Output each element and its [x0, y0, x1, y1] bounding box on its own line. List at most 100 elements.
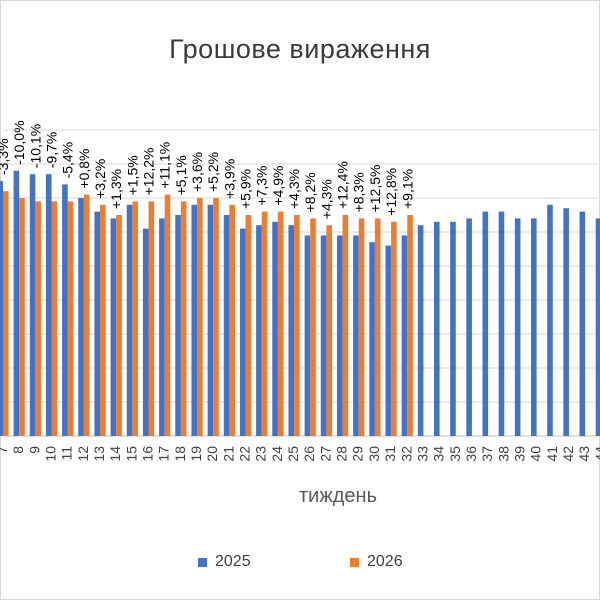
data-label-change: +0,8% [76, 149, 92, 189]
data-label-change: +9,1% [399, 169, 415, 209]
bar-2026-week-29 [358, 218, 365, 436]
legend-item-2026: 2026 [350, 553, 403, 571]
data-label-change: +12,4% [335, 161, 351, 209]
bar-2026-week-30 [374, 218, 381, 436]
bar-2026-week-9 [35, 201, 41, 436]
bar-2025-week-32 [401, 235, 408, 436]
bar-2025-week-44 [595, 218, 600, 436]
x-tick-label: 34 [431, 446, 447, 462]
legend-item-2025: 2025 [198, 553, 251, 571]
data-label-change: -3,3% [0, 138, 11, 175]
bar-2025-week-21 [223, 215, 230, 436]
bar-2026-week-11 [67, 201, 74, 436]
x-tick-label: 19 [188, 446, 204, 462]
x-tick-label: 37 [479, 446, 495, 462]
bar-2025-week-24 [272, 221, 278, 436]
bar-2026-week-15 [132, 201, 138, 436]
bar-2025-week-29 [353, 235, 359, 436]
bar-2025-week-38 [498, 211, 505, 436]
bar-2025-week-7 [0, 181, 3, 436]
bar-2026-week-17 [164, 194, 171, 436]
x-tick-label: 24 [269, 446, 285, 462]
x-tick-label: 23 [253, 446, 269, 462]
data-label-change: -10,0% [11, 120, 27, 164]
bar-2026-week-32 [407, 215, 413, 436]
bar-2025-week-40 [531, 218, 537, 436]
x-tick-label: 26 [301, 446, 317, 462]
x-tick-label: 21 [220, 446, 236, 462]
bar-2026-week-14 [116, 215, 122, 436]
bar-2025-week-10 [45, 174, 52, 436]
bar-2025-week-9 [29, 174, 36, 436]
x-tick-label: 40 [528, 446, 544, 462]
bar-2025-week-20 [207, 204, 214, 436]
data-label-change: +5,9% [238, 169, 254, 209]
bar-2025-week-13 [94, 211, 101, 436]
bar-2026-week-16 [148, 201, 155, 436]
legend-swatch-2026 [350, 557, 359, 567]
x-tick-label: 22 [237, 446, 253, 462]
x-tick-label: 29 [350, 446, 366, 462]
x-tick-label: 7 [0, 446, 10, 454]
data-label-change: +5,1% [173, 155, 189, 195]
x-tick-label: 42 [560, 446, 576, 462]
bar-2026-week-13 [100, 204, 106, 436]
bar-2025-week-43 [579, 211, 586, 436]
bar-2025-week-35 [450, 221, 456, 436]
data-label-change: -9,7% [44, 132, 60, 169]
data-label-change: +1,5% [124, 155, 140, 195]
data-label-change: +12,2% [141, 148, 157, 196]
bar-2026-week-18 [180, 201, 187, 436]
data-label-change: +5,2% [205, 152, 221, 192]
bar-2025-week-42 [563, 208, 569, 436]
x-tick-label: 39 [511, 446, 527, 462]
data-label-change: +4,9% [270, 166, 286, 206]
data-label-change: +11,1% [157, 142, 173, 189]
bar-2025-week-11 [62, 184, 68, 436]
bar-2025-week-19 [191, 204, 198, 436]
bar-2025-week-18 [175, 215, 181, 436]
x-tick-label: 8 [10, 446, 26, 454]
bar-2025-week-25 [288, 225, 295, 436]
x-tick-label: 13 [91, 446, 107, 462]
bar-2025-week-15 [126, 204, 133, 436]
x-tick-label: 18 [172, 446, 188, 462]
x-tick-label: 9 [26, 446, 42, 454]
data-label-change: +8,3% [351, 172, 367, 212]
x-tick-label: 43 [576, 446, 592, 462]
bar-2025-week-16 [142, 228, 149, 436]
bar-2026-week-28 [342, 215, 349, 436]
bar-2026-week-10 [51, 201, 58, 436]
x-tick-label: 20 [204, 446, 220, 462]
legend-label-2025: 2025 [215, 553, 251, 570]
bar-2026-week-24 [277, 211, 284, 436]
bar-2026-week-19 [197, 198, 203, 436]
data-label-change: +4,3% [286, 169, 302, 209]
bar-2025-week-34 [433, 221, 440, 436]
bar-2025-week-17 [159, 218, 165, 436]
bar-2025-week-41 [547, 204, 553, 436]
data-label-change: -10,1% [27, 124, 43, 168]
x-axis-title: тиждень [299, 485, 377, 507]
x-tick-label: 36 [463, 446, 479, 462]
x-tick-label: 14 [107, 446, 123, 462]
data-label-change: +3,2% [92, 159, 108, 199]
x-tick-label: 27 [317, 446, 333, 462]
bar-2026-week-25 [294, 215, 300, 436]
bar-2025-week-27 [320, 235, 327, 436]
legend: 2025 2026 [0, 553, 600, 577]
x-tick-label: 11 [59, 446, 75, 461]
bar-2025-week-8 [13, 170, 20, 437]
bar-2025-week-23 [256, 225, 262, 436]
x-tick-label: 32 [398, 446, 414, 462]
data-label-change: +1,3% [108, 169, 124, 209]
bar-2026-week-23 [261, 211, 268, 436]
legend-swatch-2025 [198, 557, 207, 567]
x-tick-label: 15 [123, 446, 139, 462]
x-tick-label: 33 [414, 446, 430, 462]
data-label-change: +12,8% [383, 168, 399, 216]
bar-2025-week-37 [482, 211, 489, 436]
bar-2025-week-39 [514, 218, 521, 436]
bar-2025-week-12 [78, 198, 84, 436]
